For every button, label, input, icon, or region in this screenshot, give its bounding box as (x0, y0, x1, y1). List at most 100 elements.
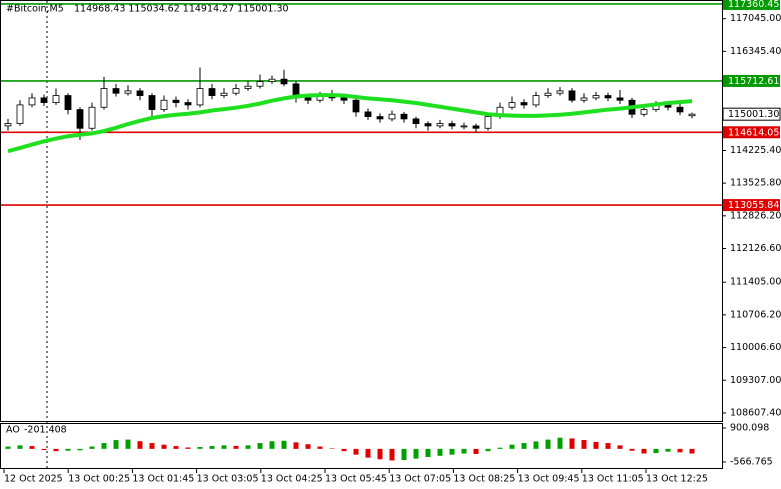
candle-body (448, 123, 456, 127)
x-tick-label: 12 Oct 2025 (4, 474, 63, 485)
candle-body (100, 88, 108, 108)
ao-bar (197, 447, 203, 449)
ao-tick-label: 900.098 (730, 423, 769, 434)
candle-body (220, 92, 228, 96)
level-label-box (723, 199, 780, 212)
x-tick-label: 13 Oct 12:25 (646, 474, 708, 485)
ao-bar (29, 446, 35, 449)
candle-body (232, 88, 240, 94)
y-tick-label: 116345.40 (730, 46, 781, 57)
candle-body (484, 116, 492, 129)
ao-bar (89, 446, 95, 449)
candle-body (532, 95, 540, 106)
last-price-label: 115001.30 (728, 109, 779, 120)
ao-bar (413, 448, 419, 459)
candle-body (424, 123, 432, 127)
candle-body (580, 97, 588, 101)
x-tick-label: 13 Oct 09:45 (518, 474, 580, 485)
ao-bar (569, 438, 575, 449)
x-tick-label: 13 Oct 08:25 (453, 474, 515, 485)
ao-bar (329, 448, 335, 449)
ao-bar (425, 448, 431, 457)
candle-body (472, 125, 480, 129)
ao-bar (113, 440, 119, 449)
ao-bar (605, 443, 611, 449)
ao-bar (629, 448, 635, 451)
candle-body (76, 109, 84, 129)
y-tick-label: 112826.20 (730, 210, 781, 221)
ao-bar (473, 448, 479, 454)
ao-bar (173, 446, 179, 449)
level-label: 113055.84 (728, 200, 779, 211)
candle-body (388, 113, 396, 120)
candle-body (556, 90, 564, 94)
ao-bar (317, 446, 323, 449)
candle-body (184, 102, 192, 106)
ao-bar (101, 443, 107, 449)
ao-bar (305, 444, 311, 449)
ao-bar (65, 448, 71, 451)
candle-body (16, 104, 24, 124)
y-tick-label: 117045.00 (730, 13, 781, 24)
candle-body (4, 123, 12, 127)
y-tick-label: 113525.80 (730, 178, 781, 189)
ao-bar (233, 445, 239, 449)
candle-body (52, 95, 60, 103)
level-label: 115712.61 (728, 76, 779, 87)
ao-bar (449, 448, 455, 455)
ao-bar (257, 443, 263, 449)
level-label-box (723, 0, 780, 10)
price-panel (0, 0, 723, 422)
level-label-box (723, 126, 780, 139)
ao-title: AO (6, 425, 20, 436)
candle-body (268, 78, 276, 82)
candle-body (280, 78, 288, 85)
candle-body (148, 95, 156, 110)
y-tick-label: 110006.60 (730, 342, 781, 353)
candle-body (244, 85, 252, 89)
ao-bar (245, 445, 251, 449)
ao-bar (5, 446, 11, 449)
ao-panel (0, 423, 723, 469)
level-label: 114614.05 (728, 127, 779, 138)
candle-body (508, 102, 516, 108)
ao-bar (581, 440, 587, 449)
ao-bar (41, 448, 47, 451)
candle-body (400, 113, 408, 120)
ao-bar (341, 448, 347, 452)
last-price-box (722, 107, 781, 121)
candle-body (208, 88, 216, 96)
candle-body (640, 109, 648, 115)
candle-body (28, 97, 36, 106)
ao-tick-label: -566.765 (730, 457, 773, 468)
ao-bar (221, 445, 227, 449)
ao-bar (389, 448, 395, 461)
ao-value: -201.408 (24, 425, 67, 436)
ao-bar (665, 448, 671, 452)
ao-bar (401, 448, 407, 460)
ao-bar (521, 443, 527, 449)
candle-body (40, 97, 48, 103)
candle-body (364, 111, 372, 117)
candle-body (172, 99, 180, 103)
ao-bar (677, 448, 683, 453)
candle-body (688, 113, 696, 117)
x-tick-label: 13 Oct 07:05 (389, 474, 451, 485)
candle-body (520, 102, 528, 106)
x-tick-label: 13 Oct 00:25 (68, 474, 130, 485)
candle-body (256, 81, 264, 87)
candle-body (352, 99, 360, 113)
ao-bar (533, 441, 539, 449)
ohlc-text: 114968.43 115034.62 114914.27 115001.30 (74, 4, 289, 15)
ao-bar (617, 445, 623, 449)
candle-body (604, 95, 612, 99)
candle-body (196, 88, 204, 106)
ao-bar (653, 448, 659, 454)
candle-body (376, 116, 384, 120)
ao-bar (497, 447, 503, 449)
candle-body (124, 90, 132, 94)
x-tick-label: 13 Oct 01:45 (132, 474, 194, 485)
ao-bar (689, 448, 695, 454)
ao-bar (461, 448, 467, 454)
